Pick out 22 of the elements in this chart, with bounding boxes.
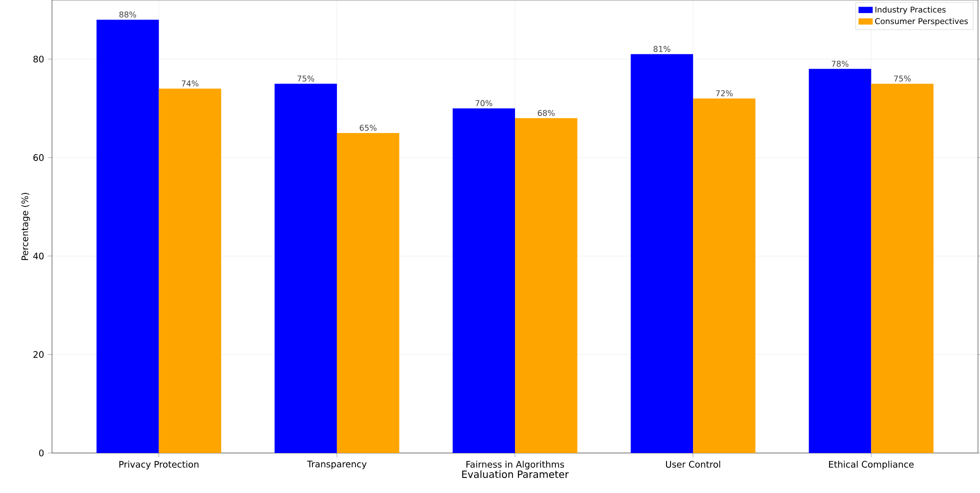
bar: [96, 20, 159, 453]
x-tick-label: User Control: [666, 460, 720, 468]
bar: [336, 132, 400, 453]
y-tick-label: 80: [33, 56, 44, 62]
bar: [871, 84, 934, 453]
bar: [630, 54, 694, 453]
x-tick-label: Ethical Compliance: [829, 460, 914, 470]
x-tick-label: Fairness in Algorithms: [466, 460, 564, 470]
bar: [808, 68, 872, 453]
bar: [274, 84, 337, 453]
bar: [693, 98, 756, 453]
bar: [158, 88, 222, 453]
y-tick-label: 20: [33, 351, 44, 358]
y-tick-label: 40: [33, 252, 44, 260]
bar: [452, 108, 516, 453]
y-tick-label: 0: [39, 450, 44, 456]
bar: [515, 118, 578, 453]
x-tick-label: Privacy Protection: [119, 460, 198, 470]
x-tick-label: Transparency: [306, 460, 367, 470]
x-axis-title: Evaluation Parameter: [462, 470, 569, 478]
y-axis-title: Percentage (%): [21, 192, 30, 260]
y-tick-label: 60: [33, 154, 44, 161]
